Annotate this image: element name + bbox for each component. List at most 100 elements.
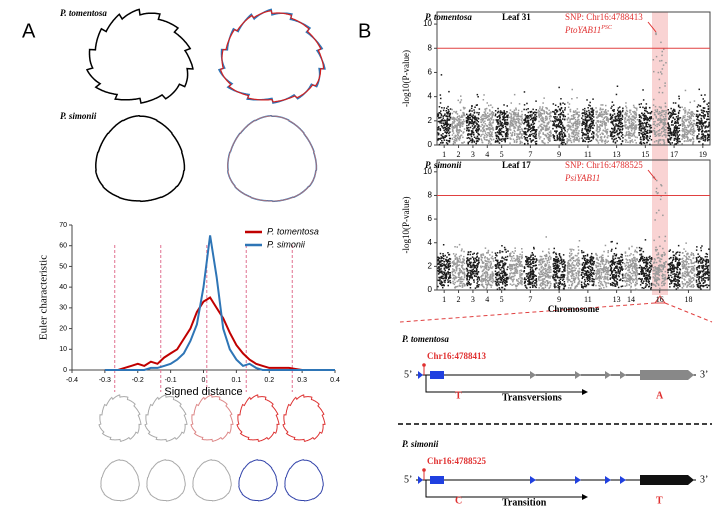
snp-point — [708, 139, 710, 141]
snp-point — [572, 131, 574, 134]
snp-point — [548, 109, 550, 112]
snp-point — [455, 112, 457, 114]
snp-point — [437, 267, 439, 269]
snp-point — [563, 274, 566, 276]
snp-point — [676, 140, 678, 143]
snp-point — [438, 279, 441, 282]
snp-point — [627, 128, 629, 130]
snp-point — [698, 126, 701, 128]
snp-point — [562, 102, 564, 104]
snp-point — [600, 255, 602, 258]
snp-point — [624, 116, 627, 119]
snp-point — [640, 122, 643, 125]
snp-point — [574, 286, 577, 289]
snp-point — [603, 270, 606, 273]
snp-point — [513, 118, 515, 120]
snp-point — [613, 109, 615, 111]
snp-point — [504, 277, 506, 280]
snp-point — [532, 139, 535, 141]
snp-point — [544, 119, 547, 121]
snp-point — [618, 120, 621, 122]
snp-point — [521, 251, 523, 253]
snp-point — [642, 134, 644, 137]
snp-point — [672, 112, 674, 114]
snp-point — [543, 125, 545, 127]
snp-point — [681, 119, 683, 121]
snp-point — [560, 112, 563, 114]
snp-point — [613, 120, 616, 122]
snp-point — [555, 252, 557, 255]
snp-point — [674, 135, 677, 137]
snp-point — [542, 121, 545, 124]
snp-point — [571, 132, 573, 135]
snp-point — [560, 126, 563, 129]
snp-point — [618, 132, 620, 135]
snp-point — [549, 120, 552, 122]
snp-point — [567, 277, 569, 279]
snp-point — [463, 283, 465, 285]
snp-point — [560, 121, 563, 123]
snp-point — [541, 262, 544, 264]
snp-point — [574, 111, 576, 113]
snp-point — [492, 138, 495, 141]
snp-point — [559, 126, 562, 129]
snp-point — [516, 257, 519, 259]
snp-point — [541, 108, 543, 110]
snp-point — [473, 270, 476, 272]
snp-point — [592, 119, 595, 122]
snp-point — [611, 122, 613, 124]
snp-point — [693, 129, 695, 131]
snp-point — [647, 132, 649, 134]
snp-point — [546, 280, 549, 282]
snp-point — [619, 111, 621, 114]
snp-point — [530, 274, 532, 276]
snp-point — [539, 262, 542, 264]
snp-point — [466, 257, 468, 260]
snp-point — [521, 254, 523, 256]
snp-point — [527, 119, 530, 122]
snp-point — [552, 263, 554, 265]
snp-point — [678, 134, 681, 136]
snp-point — [657, 113, 660, 115]
snp-point — [610, 116, 613, 118]
snp-point — [595, 252, 597, 255]
snp-point — [557, 125, 559, 127]
snp-point — [631, 139, 633, 141]
snp-point — [561, 114, 564, 116]
snp-point — [701, 129, 704, 132]
snp-point — [572, 111, 575, 113]
snp-point — [489, 131, 492, 133]
snp-point — [543, 138, 545, 140]
snp-point — [514, 274, 516, 277]
snp-point — [486, 102, 488, 104]
snp-point — [498, 284, 500, 286]
snp-point — [704, 121, 707, 123]
snp-point — [596, 140, 599, 142]
snp-point — [600, 121, 602, 123]
snp-point — [504, 274, 506, 277]
snp-point — [561, 142, 564, 144]
snp-point — [514, 120, 516, 123]
snp-point — [575, 275, 578, 277]
snp-point — [611, 116, 614, 118]
snp-point — [488, 122, 491, 124]
snp-point — [470, 121, 472, 124]
snp-point — [497, 119, 499, 122]
snp-point — [438, 126, 440, 128]
snp-point — [489, 278, 491, 280]
snp-point — [483, 117, 486, 120]
snp-point — [530, 127, 532, 129]
snp-point — [542, 120, 544, 123]
snp-point — [568, 138, 570, 141]
snp-point — [477, 130, 479, 132]
snp-point — [534, 285, 536, 288]
snp-point — [621, 140, 624, 142]
snp-point — [589, 125, 591, 128]
snp-point — [531, 281, 533, 284]
snp-point — [544, 283, 546, 286]
snp-point — [569, 248, 571, 251]
snp-point — [502, 138, 504, 140]
snp-point — [600, 115, 603, 118]
snp-point — [448, 132, 450, 135]
snp-point — [457, 264, 459, 267]
